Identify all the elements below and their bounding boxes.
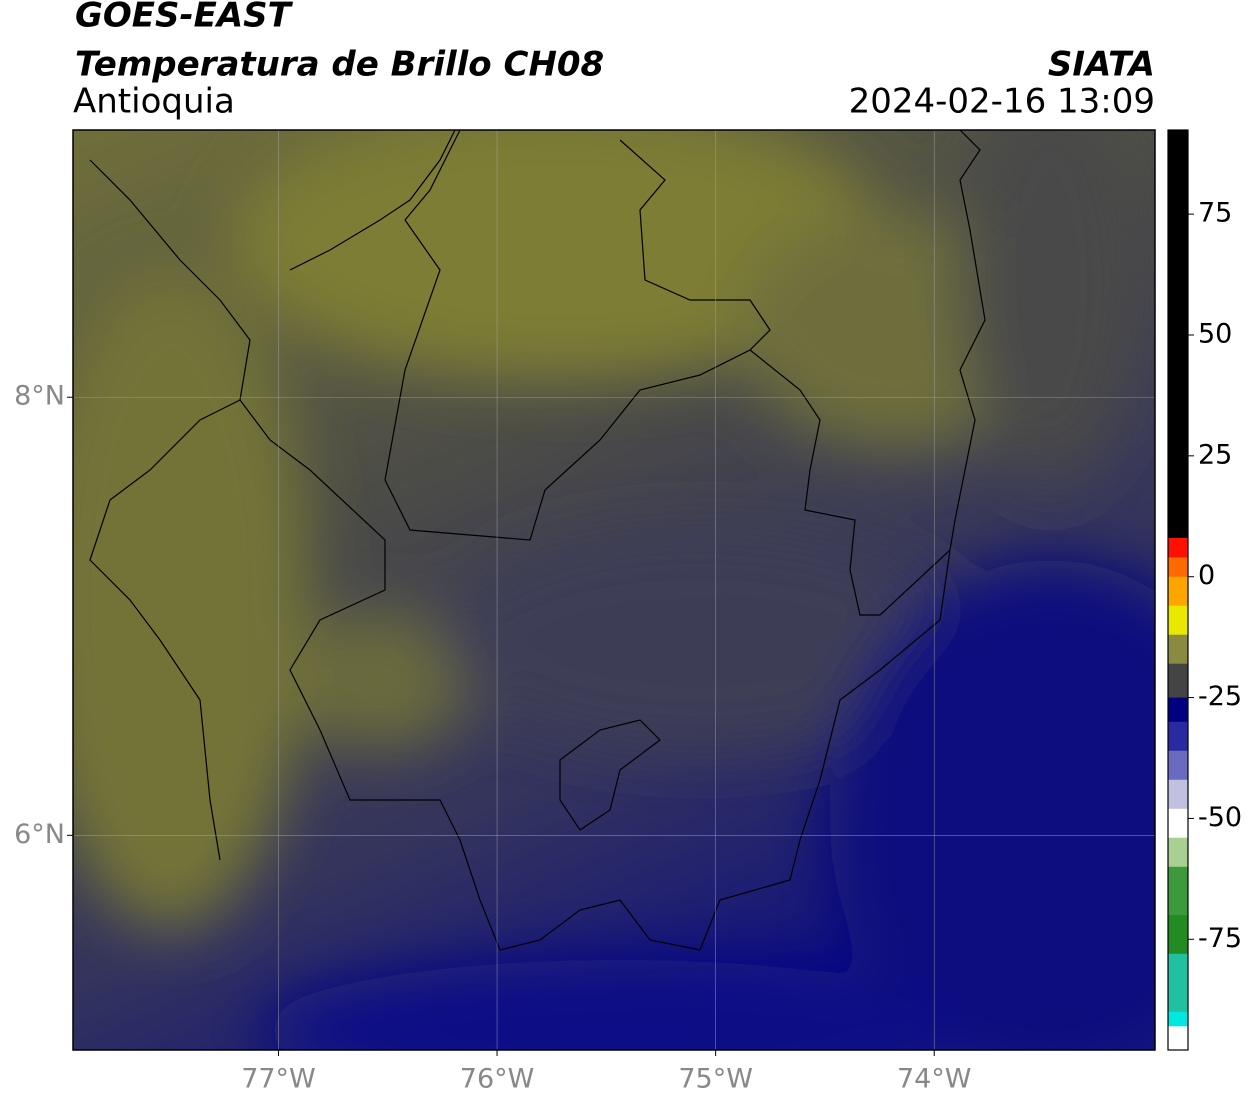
colorbar-tick-label: 75 <box>1198 198 1232 229</box>
datetime: 2024-02-16 13:09 <box>849 82 1155 122</box>
colorbar-segment <box>1168 721 1188 752</box>
colorbar-segment <box>1168 750 1188 781</box>
colorbar-tick-label: 50 <box>1198 318 1232 349</box>
colorbar-tick-label: -75 <box>1198 923 1242 954</box>
colorbar-tick-label: 0 <box>1198 560 1215 591</box>
colorbar-segment <box>1168 953 1188 1013</box>
colorbar-segment <box>1168 576 1188 607</box>
colorbar-segment <box>1168 605 1188 636</box>
colorbar-segment <box>1168 837 1188 868</box>
map-image <box>73 130 1155 1050</box>
colorbar-segment <box>1168 130 1188 539</box>
colorbar-segment <box>1168 779 1188 810</box>
colorbar-segment <box>1168 808 1188 839</box>
colorbar-tick-label: 25 <box>1198 439 1232 470</box>
lat-tick-label: 6°N <box>14 819 65 850</box>
colorbar-segment <box>1168 866 1188 916</box>
lon-tick-label: 77°W <box>241 1064 316 1095</box>
region: Antioquia <box>73 82 235 122</box>
colorbar-segment <box>1168 557 1188 578</box>
subtitle: Temperatura de Brillo CH08 <box>75 45 604 85</box>
lat-tick-label: 8°N <box>14 381 65 412</box>
map-frame <box>72 129 1156 1051</box>
title: GOES-EAST <box>75 0 294 36</box>
colorbar-segment <box>1168 663 1188 699</box>
colorbar-segment <box>1168 697 1188 723</box>
colorbar-segment <box>1168 1026 1188 1051</box>
lon-tick-label: 76°W <box>460 1064 535 1095</box>
lon-tick-label: 75°W <box>678 1064 753 1095</box>
colorbar-tick-label: -25 <box>1198 681 1242 712</box>
source: SIATA <box>1048 45 1155 85</box>
colorbar-segment <box>1168 1011 1188 1027</box>
colorbar-frame <box>1167 129 1189 1051</box>
colorbar-tick-label: -50 <box>1198 802 1242 833</box>
colorbar-segment <box>1168 634 1188 665</box>
colorbar-segment <box>1168 915 1188 955</box>
colorbar-segment <box>1168 538 1188 558</box>
lon-tick-label: 74°W <box>897 1064 972 1095</box>
